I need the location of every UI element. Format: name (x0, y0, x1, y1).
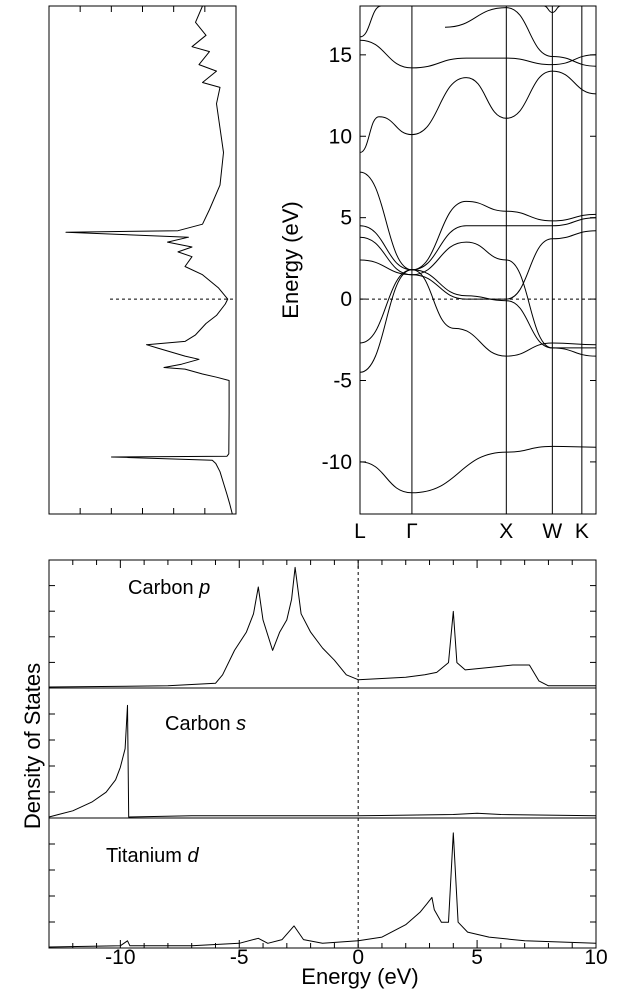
pdos-panel-label-main: Titanium (106, 845, 188, 867)
pdos-panel-label-main: Carbon (165, 713, 236, 735)
projected-dos-y-axis-label: Density of States (20, 663, 45, 829)
band-line (359, 70, 597, 153)
pdos-x-tick-label: -5 (230, 946, 249, 969)
band-y-tick-label: -10 (322, 451, 352, 474)
projected-dos-frames (48, 559, 597, 949)
k-point-label: W (542, 520, 562, 543)
band-y-tick-label: 10 (329, 125, 352, 148)
total-dos-curve (65, 5, 233, 515)
band-line (359, 236, 596, 349)
total-dos-frame (48, 5, 237, 515)
band-line (359, 5, 382, 38)
pdos-x-tick-label: 5 (471, 946, 483, 969)
projected-dos-x-axis-label: Energy (eV) (301, 964, 418, 989)
band-y-tick-label: 0 (340, 288, 352, 311)
band-line (359, 269, 597, 373)
band-line (359, 217, 597, 271)
pdos-panel-label-main: Carbon (128, 577, 199, 599)
pdos-panel-label: Carbon p (128, 577, 210, 599)
pdos-panel-frame (48, 817, 597, 949)
pdos-panel-label: Titanium d (106, 845, 200, 867)
band-y-tick-label: 15 (329, 44, 352, 67)
pdos-panel-label-orbital: s (236, 713, 246, 735)
band-y-tick-label: 5 (340, 207, 352, 230)
pdos-panel-label-orbital: d (188, 845, 200, 867)
band-y-tick-label: -5 (333, 369, 352, 392)
band-structure-y-ticks: -10 -5 0 5 10 15 (322, 44, 596, 474)
band-line (359, 445, 597, 494)
k-point-label: L (354, 520, 366, 543)
pdos-curve (48, 704, 597, 818)
pdos-panel-label: Carbon s (165, 713, 246, 735)
pdos-curve (48, 566, 596, 688)
k-point-label: K (575, 520, 589, 543)
band-line (359, 39, 597, 69)
band-structure-frame (359, 5, 597, 515)
band-structure-bands (359, 5, 597, 494)
pdos-panel-label-orbital: p (198, 577, 210, 599)
band-line (544, 5, 561, 13)
projected-dos-x-ticks: -10 -5 0 5 10 (72, 560, 608, 969)
band-line (444, 7, 597, 67)
pdos-x-tick-label: 0 (352, 946, 364, 969)
k-point-label: X (499, 520, 513, 543)
total-dos-panel (48, 5, 237, 515)
total-dos-ticks (79, 6, 206, 514)
pdos-x-tick-label: 10 (584, 946, 607, 969)
pdos-panel-frame (48, 687, 597, 819)
band-line (359, 171, 597, 271)
k-point-label: Γ (406, 520, 418, 543)
pdos-x-tick-label: -10 (105, 946, 135, 969)
pdos-curve (48, 832, 597, 948)
band-structure-y-axis-label: Energy (eV) (278, 201, 303, 318)
projected-dos-curves (48, 566, 597, 948)
